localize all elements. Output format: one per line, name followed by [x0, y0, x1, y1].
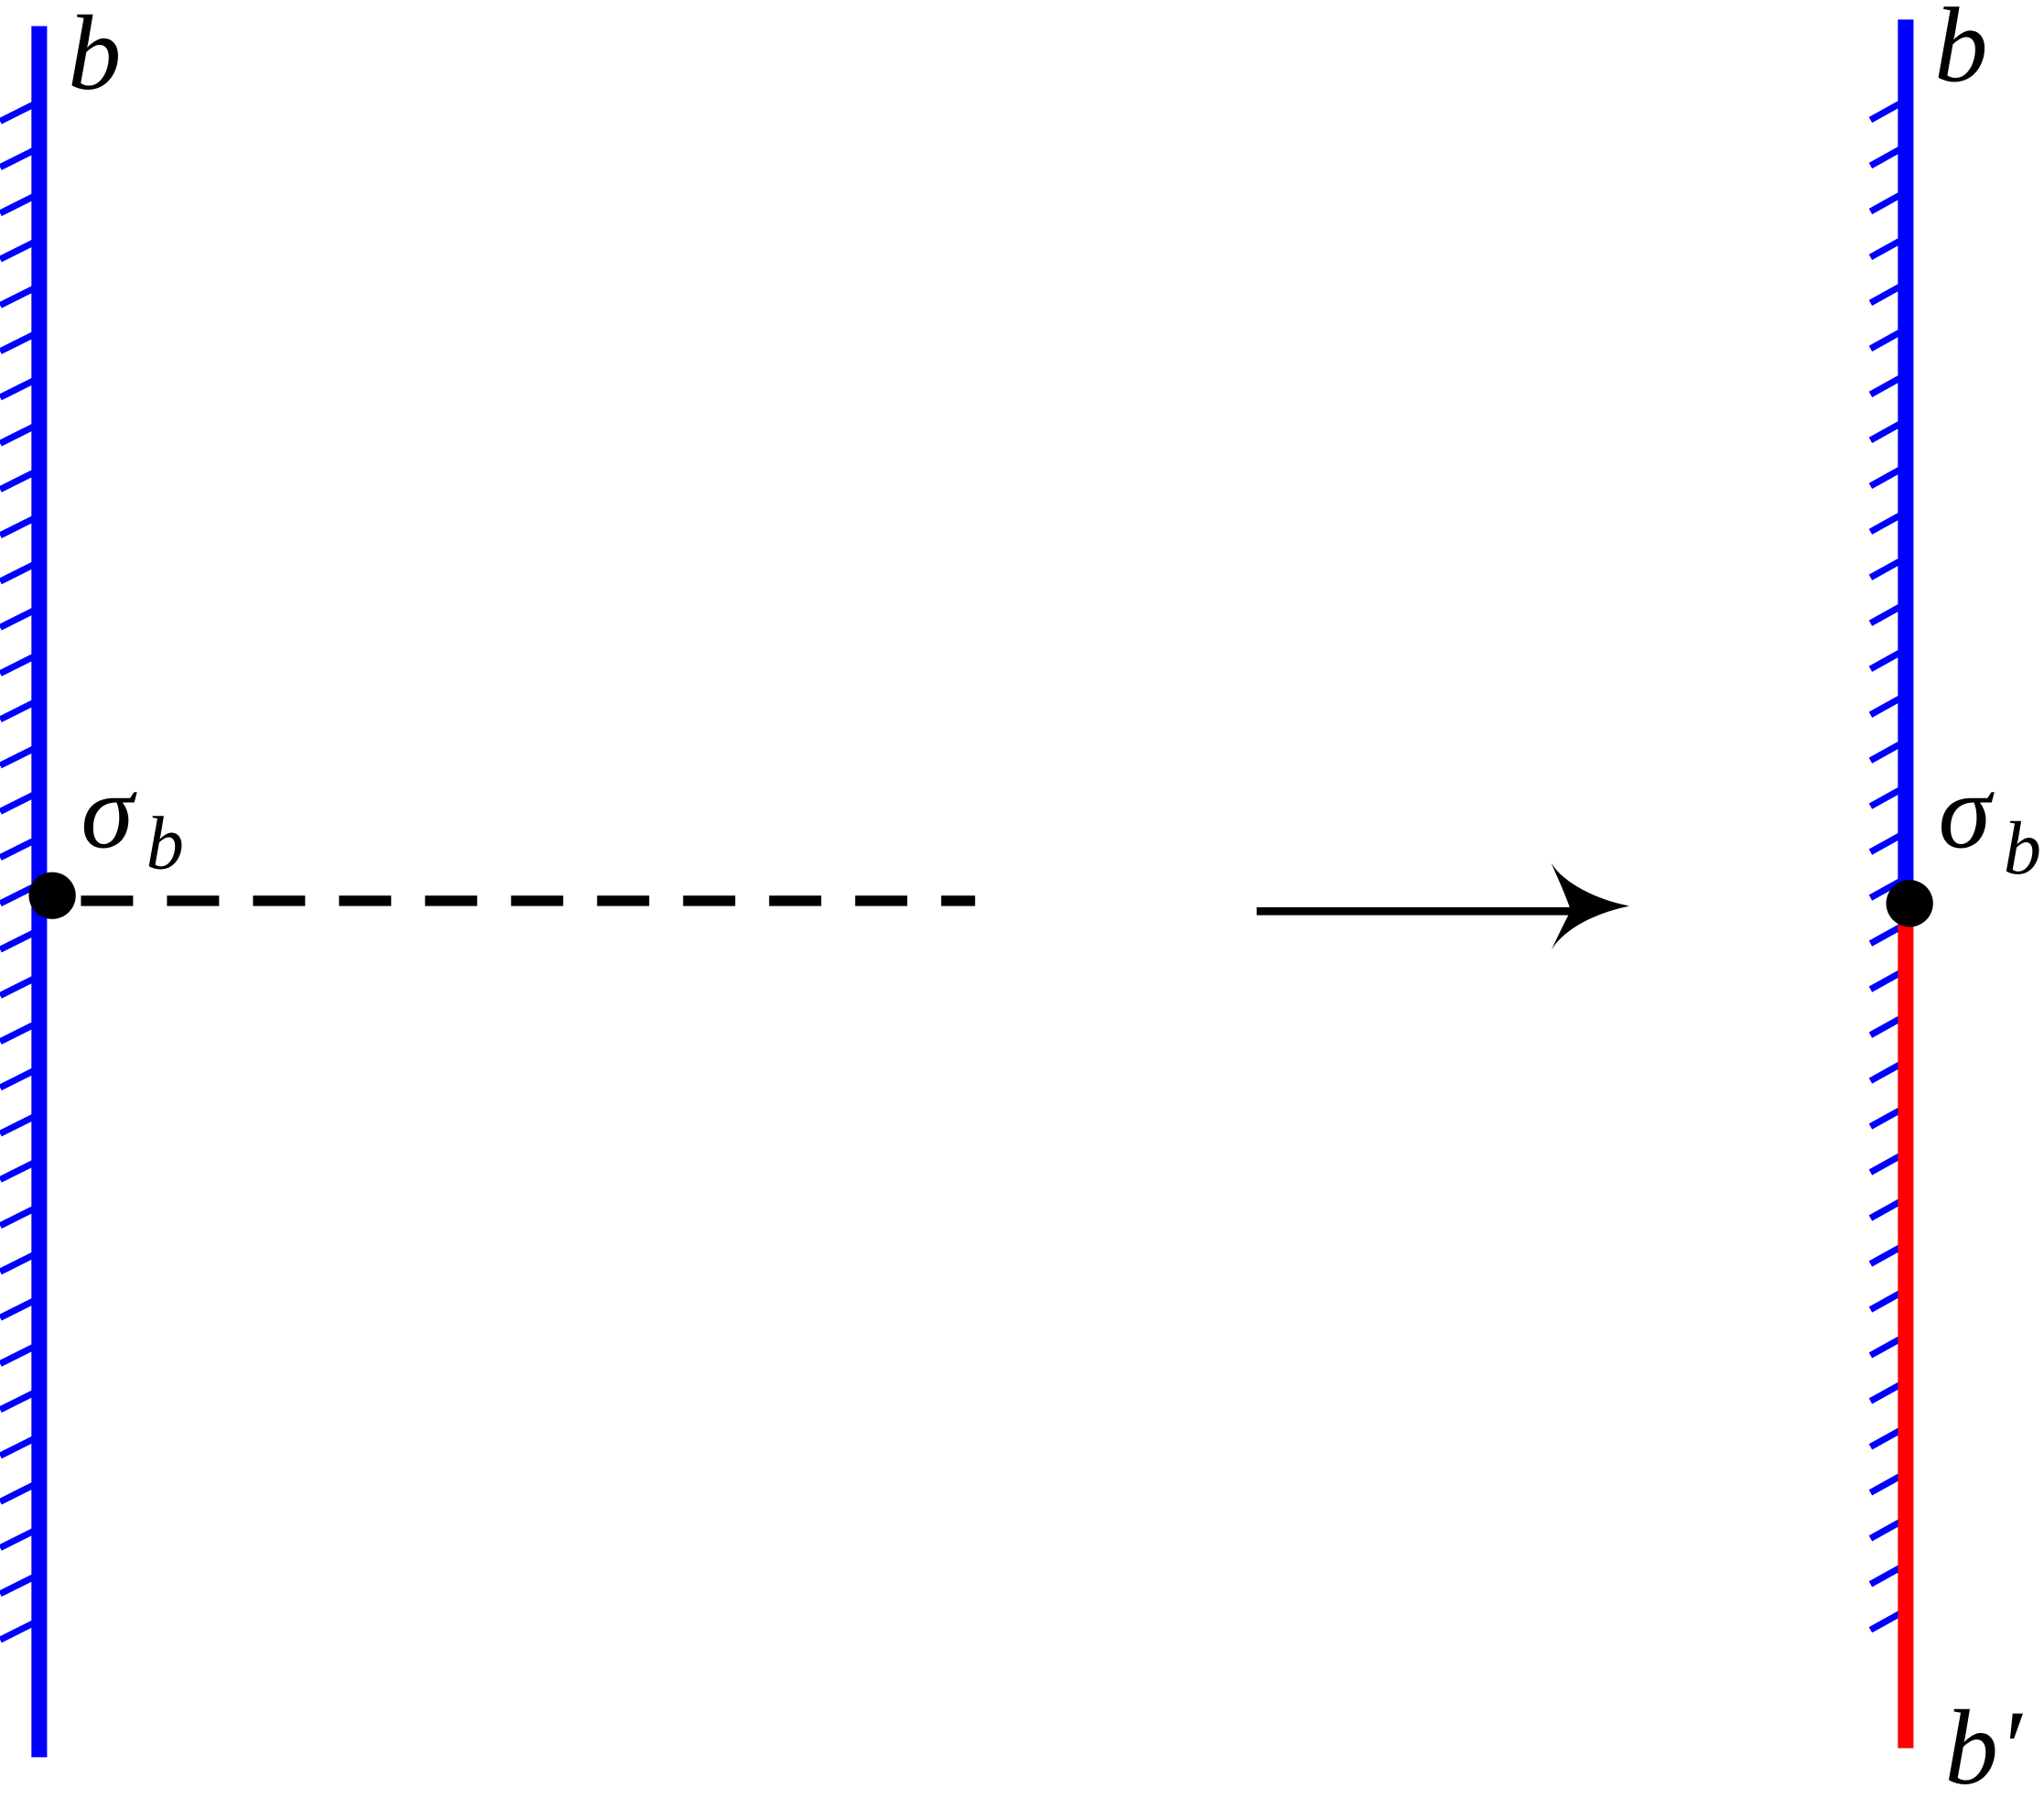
- arrow-head: [1551, 862, 1630, 951]
- right-defect-symbol: σ: [1939, 753, 1995, 872]
- right-top-label: b: [1934, 0, 1987, 104]
- left-defect-point: [28, 872, 76, 919]
- right-defect-point: [1886, 880, 1933, 927]
- left-label: b: [68, 0, 121, 113]
- left-defect-subscript: b: [146, 800, 184, 884]
- hatch-group: [0, 97, 1908, 1643]
- left-defect-symbol: σ: [81, 753, 137, 872]
- right-defect-subscript: b: [2004, 806, 2041, 890]
- right-bottom-label: b′: [1945, 1689, 2023, 1799]
